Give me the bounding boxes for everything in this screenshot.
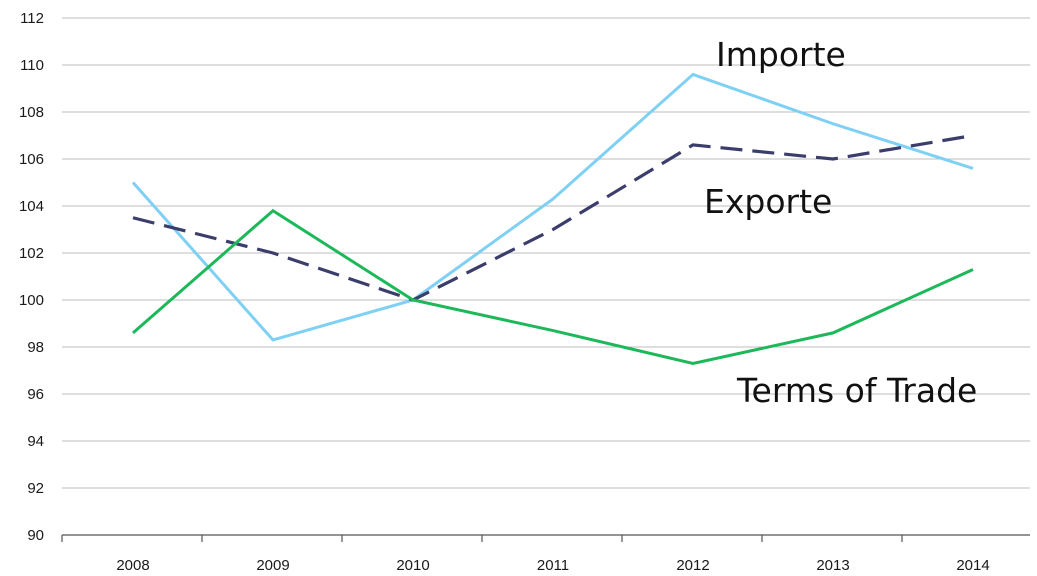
x-tick-label: 2009: [256, 557, 289, 574]
x-tick-labels: 2008 2009 2010 2011 2012 2013 2014: [116, 557, 989, 574]
x-tick-label: 2010: [396, 557, 429, 574]
series-line-terms-of-trade: [132, 208, 974, 365]
x-tick-label: 2008: [116, 557, 149, 574]
y-tick-label: 102: [19, 245, 44, 262]
series-label-exporte: Exporte: [704, 182, 832, 221]
y-tick-label: 108: [19, 104, 44, 121]
series-label-terms-of-trade: Terms of Trade: [736, 371, 977, 410]
series-line-exporte: [132, 133, 974, 302]
series-lines: [131, 72, 974, 365]
x-axis: [61, 534, 1030, 542]
y-tick-label: 96: [27, 386, 44, 403]
y-tick-label: 112: [20, 10, 44, 27]
x-tick-label: 2011: [537, 557, 569, 574]
gridlines: [62, 17, 1030, 489]
y-tick-label: 110: [20, 57, 44, 74]
y-tick-label: 104: [19, 198, 44, 215]
x-tick-label: 2013: [816, 557, 849, 574]
y-tick-labels: 90 92 94 96 98 100 102 104 106 108 110 112: [19, 10, 44, 544]
series-line-importe: [131, 72, 974, 342]
x-tick-label: 2014: [956, 557, 989, 574]
y-tick-label: 90: [27, 527, 44, 544]
y-tick-label: 106: [19, 151, 44, 168]
y-tick-label: 94: [27, 433, 44, 450]
y-tick-label: 100: [19, 292, 44, 309]
y-tick-label: 98: [27, 339, 44, 356]
x-tick-label: 2012: [676, 557, 709, 574]
y-tick-label: 92: [27, 480, 44, 497]
series-label-importe: Importe: [716, 35, 846, 74]
